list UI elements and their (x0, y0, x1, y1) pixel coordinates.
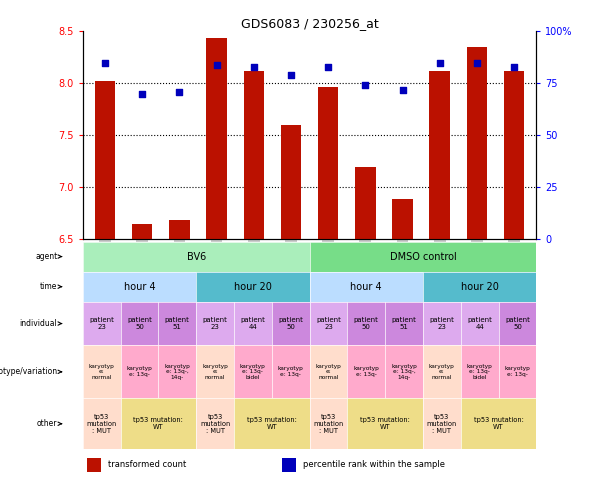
Text: patient
44: patient 44 (240, 317, 265, 330)
Point (360, 82, 370, 89)
Bar (318, 87, 338, 239)
Text: karyotyp
e:
normal: karyotyp e: normal (429, 364, 455, 380)
Text: tp53
mutation
: MUT: tp53 mutation : MUT (427, 414, 457, 434)
Text: tp53 mutation:
WT: tp53 mutation: WT (474, 417, 524, 430)
Text: karyotyp
e:
normal: karyotyp e: normal (202, 364, 228, 380)
Bar (132, 224, 153, 239)
Text: tp53 mutation:
WT: tp53 mutation: WT (360, 417, 410, 430)
Point (211, 61, 221, 69)
Text: agent: agent (35, 252, 58, 261)
Point (509, 63, 519, 71)
Text: tp53
mutation
: MUT: tp53 mutation : MUT (313, 414, 344, 434)
Text: patient
50: patient 50 (354, 317, 379, 330)
Text: karyotyp
e: 13q-
bidel: karyotyp e: 13q- bidel (240, 364, 266, 380)
Text: patient
50: patient 50 (278, 317, 303, 330)
Text: karyotyp
e: 13q-,
14q-: karyotyp e: 13q-, 14q- (164, 364, 190, 380)
Title: GDS6083 / 230256_at: GDS6083 / 230256_at (241, 17, 378, 30)
Point (286, 71, 296, 79)
Text: tp53
mutation
: MUT: tp53 mutation : MUT (86, 414, 117, 434)
Bar (466, 47, 487, 239)
Bar (392, 199, 413, 239)
Text: patient
51: patient 51 (392, 317, 416, 330)
Text: hour 20: hour 20 (234, 282, 272, 292)
Point (435, 58, 444, 66)
Text: patient
51: patient 51 (165, 317, 189, 330)
Text: hour 20: hour 20 (461, 282, 498, 292)
Text: tp53 mutation:
WT: tp53 mutation: WT (247, 417, 297, 430)
Text: karyotyp
e: 13q-: karyotyp e: 13q- (504, 367, 530, 377)
Bar (283, 458, 296, 471)
Point (175, 88, 185, 96)
Point (100, 58, 110, 66)
Text: hour 4: hour 4 (351, 282, 382, 292)
Bar (87, 458, 101, 471)
Text: karyotyp
e: 13q-: karyotyp e: 13q- (278, 367, 303, 377)
Text: karyotyp
e:
normal: karyotyp e: normal (89, 364, 115, 380)
Text: transformed count: transformed count (108, 460, 186, 469)
Text: percentile rank within the sample: percentile rank within the sample (303, 460, 445, 469)
Text: karyotyp
e: 13q-: karyotyp e: 13q- (126, 367, 153, 377)
Text: karyotyp
e:
normal: karyotyp e: normal (316, 364, 341, 380)
Text: karyotyp
e: 13q-
bidel: karyotyp e: 13q- bidel (466, 364, 493, 380)
Bar (243, 71, 264, 239)
Point (472, 58, 482, 66)
Point (398, 85, 408, 93)
Bar (95, 81, 115, 239)
Text: patient
44: patient 44 (467, 317, 492, 330)
Text: individual: individual (20, 319, 58, 328)
Text: patient
50: patient 50 (505, 317, 530, 330)
Point (249, 63, 259, 71)
Text: karyotyp
e: 13q-: karyotyp e: 13q- (353, 367, 379, 377)
Text: hour 4: hour 4 (124, 282, 155, 292)
Text: patient
23: patient 23 (203, 317, 227, 330)
Bar (355, 168, 376, 239)
Bar (281, 125, 301, 239)
Text: BV6: BV6 (186, 252, 206, 262)
Text: karyotyp
e: 13q-,
14q-: karyotyp e: 13q-, 14q- (391, 364, 417, 380)
Text: tp53
mutation
: MUT: tp53 mutation : MUT (200, 414, 230, 434)
Bar (504, 71, 524, 239)
Text: patient
50: patient 50 (127, 317, 152, 330)
Text: genotype/variation: genotype/variation (0, 368, 58, 376)
Point (137, 90, 147, 98)
Point (323, 63, 333, 71)
Text: time: time (40, 282, 58, 291)
Text: tp53 mutation:
WT: tp53 mutation: WT (134, 417, 183, 430)
Text: other: other (37, 419, 58, 428)
Text: patient
23: patient 23 (316, 317, 341, 330)
Text: DMSO control: DMSO control (390, 252, 456, 262)
Bar (207, 38, 227, 239)
Bar (169, 220, 189, 239)
Bar (430, 71, 450, 239)
Text: patient
23: patient 23 (89, 317, 114, 330)
Text: patient
23: patient 23 (430, 317, 454, 330)
